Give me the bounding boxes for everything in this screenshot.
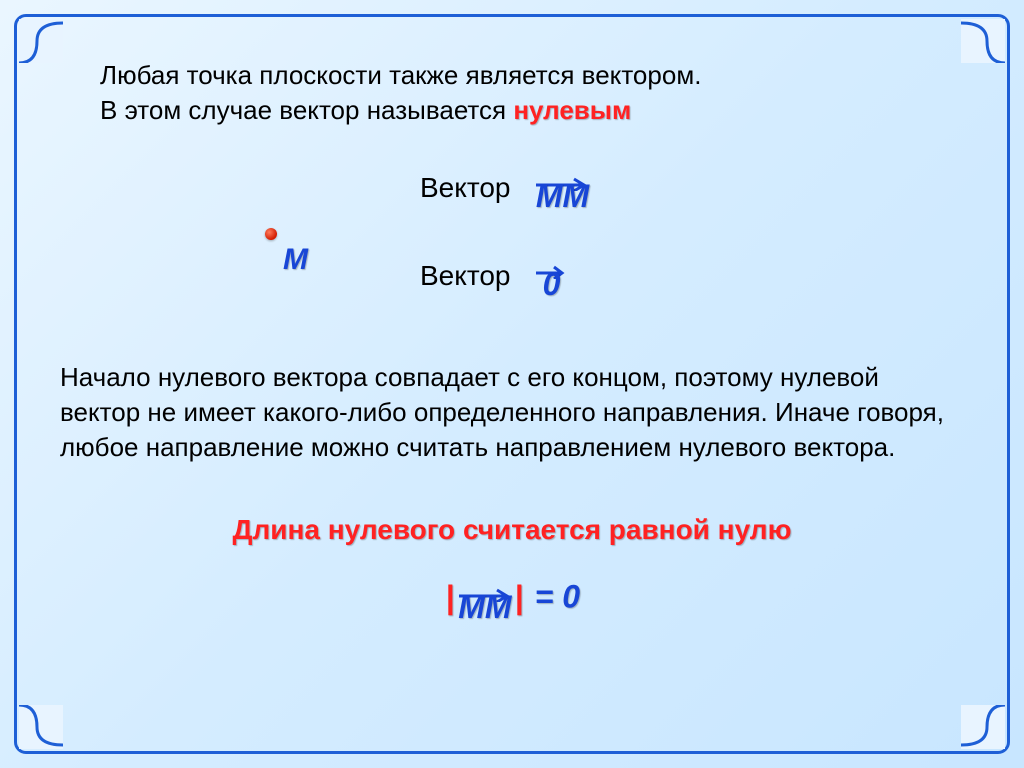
word-null: нулевым (513, 95, 631, 125)
vector-zero-symbol: 0 (534, 252, 568, 300)
corner-ornament-br (961, 705, 1005, 749)
corner-ornament-tr (961, 19, 1005, 63)
vector-mm-row: Вектор MM (60, 164, 964, 212)
abs-bar-left: | (444, 579, 457, 615)
equation-vector-mm: MM (457, 575, 513, 623)
intro-line1: Любая точка плоскости также является век… (100, 60, 701, 90)
vector-label-1: Вектор (420, 169, 510, 207)
slide-content: Любая точка плоскости также является век… (60, 40, 964, 728)
point-m-label: M (283, 240, 308, 281)
point-dot-icon (265, 228, 277, 240)
point-m: M (265, 228, 277, 240)
vector-label-2: Вектор (420, 257, 510, 295)
explanation-paragraph: Начало нулевого вектора совпадает с его … (60, 360, 964, 465)
length-zero-statement: Длина нулевого считается равной нулю (60, 511, 964, 549)
abs-bar-right: | (513, 579, 526, 615)
corner-ornament-bl (19, 705, 63, 749)
intro-paragraph: Любая точка плоскости также является век… (100, 58, 944, 128)
equation-mm-zero: | MM | = 0 (60, 575, 964, 623)
vector-zero-row: Вектор 0 (60, 252, 964, 300)
vector-mm-text: MM (536, 180, 589, 212)
equation-tail: = 0 (526, 579, 580, 615)
vector-mm-symbol: MM (534, 164, 590, 212)
intro-line2a: В этом случае вектор называется (100, 95, 513, 125)
vector-zero-text: 0 (543, 268, 561, 300)
corner-ornament-tl (19, 19, 63, 63)
equation-mm-text: MM (458, 591, 511, 623)
